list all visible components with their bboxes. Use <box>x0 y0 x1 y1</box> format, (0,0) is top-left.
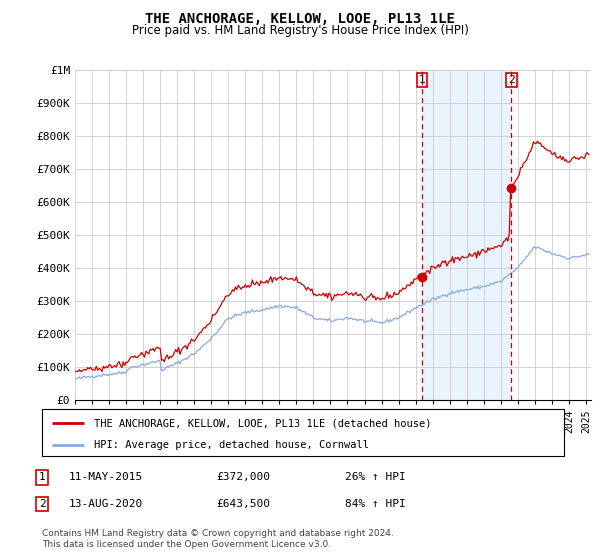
Text: £643,500: £643,500 <box>216 499 270 509</box>
Text: Price paid vs. HM Land Registry's House Price Index (HPI): Price paid vs. HM Land Registry's House … <box>131 24 469 37</box>
Bar <box>422 70 511 400</box>
Text: 1: 1 <box>419 75 425 85</box>
Text: 26% ↑ HPI: 26% ↑ HPI <box>345 472 406 482</box>
Text: 84% ↑ HPI: 84% ↑ HPI <box>345 499 406 509</box>
Text: THE ANCHORAGE, KELLOW, LOOE, PL13 1LE (detached house): THE ANCHORAGE, KELLOW, LOOE, PL13 1LE (d… <box>94 418 432 428</box>
Text: 11-MAY-2015: 11-MAY-2015 <box>69 472 143 482</box>
Text: £372,000: £372,000 <box>216 472 270 482</box>
Text: 2: 2 <box>508 75 515 85</box>
Text: 13-AUG-2020: 13-AUG-2020 <box>69 499 143 509</box>
Text: THE ANCHORAGE, KELLOW, LOOE, PL13 1LE: THE ANCHORAGE, KELLOW, LOOE, PL13 1LE <box>145 12 455 26</box>
Text: 2: 2 <box>38 499 46 509</box>
Text: 1: 1 <box>38 472 46 482</box>
Text: HPI: Average price, detached house, Cornwall: HPI: Average price, detached house, Corn… <box>94 440 369 450</box>
Text: Contains HM Land Registry data © Crown copyright and database right 2024.
This d: Contains HM Land Registry data © Crown c… <box>42 529 394 549</box>
